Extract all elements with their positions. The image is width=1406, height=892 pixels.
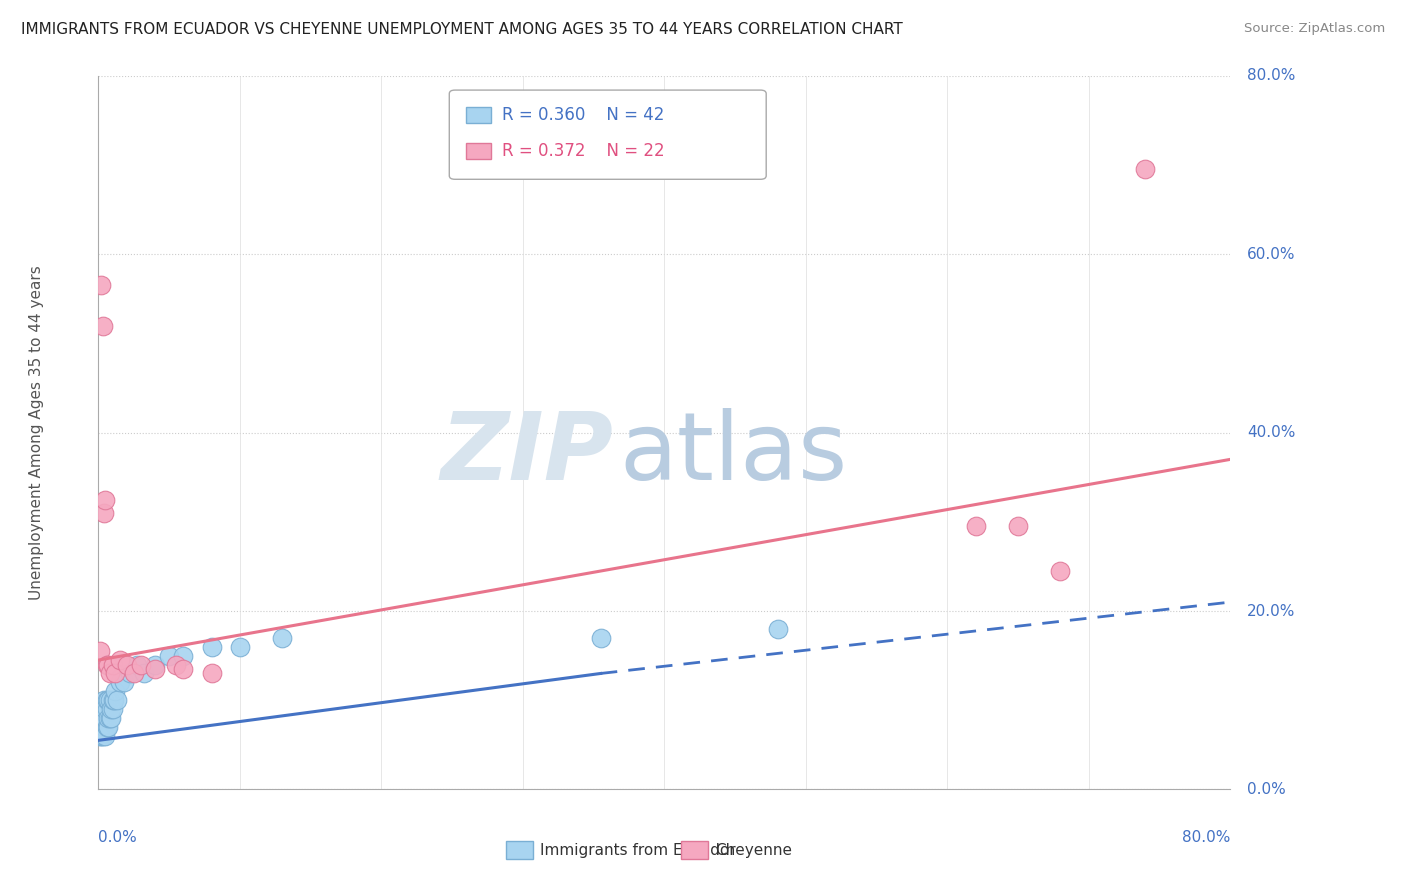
Text: Cheyenne: Cheyenne	[716, 843, 792, 857]
Point	[96, 657, 118, 672]
Point	[143, 657, 166, 672]
Point	[89, 729, 111, 743]
Text: 0.0%: 0.0%	[98, 830, 138, 845]
Point	[157, 648, 180, 663]
Point	[89, 711, 111, 725]
Point	[1135, 162, 1157, 177]
Point	[101, 657, 124, 672]
Point	[98, 693, 121, 707]
Text: Source: ZipAtlas.com: Source: ZipAtlas.com	[1244, 22, 1385, 36]
FancyBboxPatch shape	[506, 841, 533, 859]
FancyBboxPatch shape	[467, 143, 491, 159]
Text: ZIP: ZIP	[440, 408, 613, 500]
Point	[93, 506, 115, 520]
Point	[172, 662, 194, 676]
Point	[125, 657, 148, 672]
Point	[94, 492, 117, 507]
Point	[91, 711, 114, 725]
Point	[105, 693, 128, 707]
Point	[112, 675, 135, 690]
Point	[118, 666, 141, 681]
Text: Immigrants from Ecuador: Immigrants from Ecuador	[540, 843, 735, 857]
Point	[91, 318, 114, 333]
Point	[93, 711, 115, 725]
Point	[115, 657, 138, 672]
Point	[100, 711, 122, 725]
Point	[97, 720, 120, 734]
Point	[97, 657, 120, 672]
Point	[165, 657, 187, 672]
Point	[98, 666, 121, 681]
Point	[143, 662, 166, 676]
Point	[104, 666, 127, 681]
Point	[108, 675, 131, 690]
Point	[90, 720, 112, 734]
Point	[97, 711, 120, 725]
Point	[108, 653, 131, 667]
Point	[96, 702, 118, 716]
Point	[100, 702, 122, 716]
Point	[201, 640, 224, 654]
Text: Unemployment Among Ages 35 to 44 years: Unemployment Among Ages 35 to 44 years	[28, 265, 44, 600]
Text: 80.0%: 80.0%	[1247, 69, 1295, 83]
Point	[589, 631, 612, 645]
Text: 80.0%: 80.0%	[1182, 830, 1230, 845]
Text: 0.0%: 0.0%	[1247, 782, 1286, 797]
Point	[93, 720, 115, 734]
Point	[766, 622, 789, 636]
Point	[93, 693, 115, 707]
Point	[91, 702, 114, 716]
Point	[129, 657, 152, 672]
Point	[96, 720, 118, 734]
Point	[94, 702, 117, 716]
Point	[90, 702, 112, 716]
Text: 20.0%: 20.0%	[1247, 604, 1295, 618]
Point	[201, 666, 224, 681]
Point	[1049, 564, 1071, 578]
Point	[103, 693, 125, 707]
Point	[132, 666, 155, 681]
Point	[229, 640, 252, 654]
Point	[97, 693, 120, 707]
Text: 60.0%: 60.0%	[1247, 247, 1296, 261]
FancyBboxPatch shape	[467, 107, 491, 123]
FancyBboxPatch shape	[682, 841, 709, 859]
Point	[1007, 519, 1029, 533]
FancyBboxPatch shape	[450, 90, 766, 179]
Point	[91, 729, 114, 743]
Point	[101, 693, 124, 707]
Point	[96, 693, 118, 707]
Text: R = 0.372    N = 22: R = 0.372 N = 22	[502, 142, 665, 160]
Point	[101, 702, 124, 716]
Point	[122, 666, 145, 681]
Point	[94, 729, 117, 743]
Point	[172, 648, 194, 663]
Point	[94, 711, 117, 725]
Text: atlas: atlas	[619, 408, 848, 500]
Text: 40.0%: 40.0%	[1247, 425, 1295, 440]
Point	[90, 278, 112, 293]
Point	[104, 684, 127, 698]
Text: R = 0.360    N = 42: R = 0.360 N = 42	[502, 106, 665, 124]
Point	[98, 711, 121, 725]
Point	[90, 729, 112, 743]
Point	[89, 644, 111, 658]
Text: IMMIGRANTS FROM ECUADOR VS CHEYENNE UNEMPLOYMENT AMONG AGES 35 TO 44 YEARS CORRE: IMMIGRANTS FROM ECUADOR VS CHEYENNE UNEM…	[21, 22, 903, 37]
Point	[965, 519, 987, 533]
Point	[271, 631, 294, 645]
